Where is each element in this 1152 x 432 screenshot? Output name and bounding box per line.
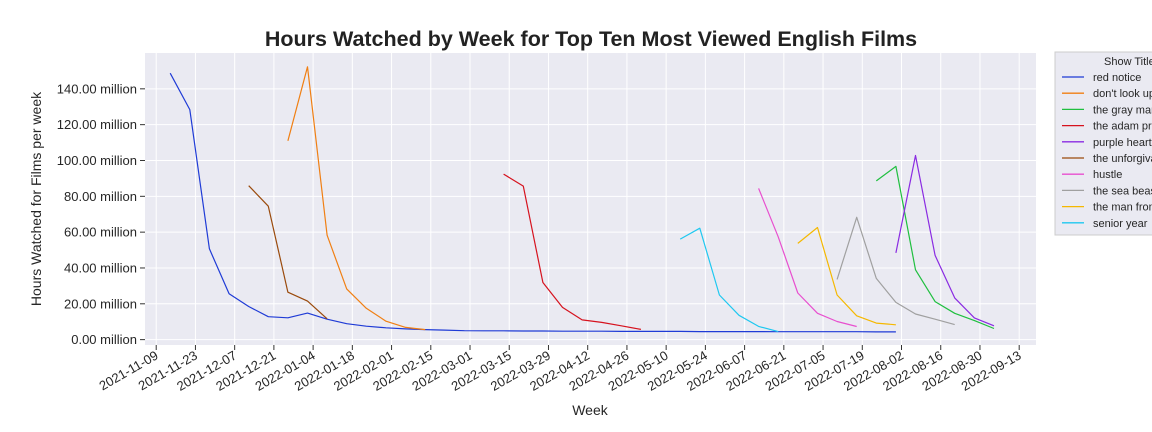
legend-item: red notice bbox=[1062, 72, 1141, 84]
legend-title: Show Title bbox=[1104, 56, 1152, 68]
series-line bbox=[895, 154, 995, 327]
legend-label: senior year bbox=[1093, 218, 1148, 230]
series-line bbox=[169, 72, 896, 333]
y-tick-label: 140.00 million bbox=[57, 81, 137, 96]
legend-item: senior year bbox=[1062, 218, 1148, 230]
series-line bbox=[287, 66, 426, 331]
legend: Show Title red notice don't look up the gr… bbox=[1054, 51, 1152, 236]
grid-lines bbox=[145, 53, 1036, 345]
series-line bbox=[248, 185, 328, 320]
legend-label: the sea beast bbox=[1093, 185, 1152, 197]
y-tick-label: 0.00 million bbox=[71, 332, 137, 347]
series-line bbox=[758, 188, 857, 328]
chart-title: Hours Watched by Week for Top Ten Most V… bbox=[265, 27, 917, 51]
legend-label: don't look up bbox=[1093, 88, 1152, 100]
legend-label: the adam project bbox=[1093, 121, 1152, 133]
legend-box bbox=[1054, 51, 1152, 236]
y-tick-label: 100.00 million bbox=[57, 153, 137, 168]
series-line bbox=[679, 227, 779, 333]
legend-item: hustle bbox=[1062, 169, 1122, 181]
legend-label: the man from toronto bbox=[1093, 202, 1152, 214]
series-line bbox=[875, 165, 995, 330]
series-line bbox=[836, 216, 955, 326]
legend-item: don't look up bbox=[1062, 88, 1152, 100]
y-tick-label: 20.00 million bbox=[64, 296, 137, 311]
data-series bbox=[169, 66, 995, 333]
y-tick-label: 80.00 million bbox=[64, 189, 137, 204]
legend-item: the unforgivable bbox=[1062, 153, 1152, 165]
y-tick-label: 60.00 million bbox=[64, 225, 137, 240]
series-line bbox=[503, 173, 642, 330]
legend-label: the unforgivable bbox=[1093, 153, 1152, 165]
x-axis-label: Week bbox=[572, 402, 609, 418]
legend-item: the sea beast bbox=[1062, 185, 1152, 197]
y-axis: 0.00 million 20.00 million 40.00 million 60… bbox=[57, 81, 145, 347]
legend-item: the adam project bbox=[1062, 121, 1152, 133]
x-axis: 2021-11-092021-11-232021-12-072021-12-21… bbox=[96, 345, 1024, 394]
legend-label: hustle bbox=[1093, 169, 1122, 181]
y-tick-label: 120.00 million bbox=[57, 117, 137, 132]
plot-area bbox=[145, 53, 1036, 345]
legend-label: purple hearts bbox=[1093, 137, 1152, 149]
y-tick-label: 40.00 million bbox=[64, 260, 137, 275]
legend-label: the gray man bbox=[1093, 104, 1152, 116]
legend-item: the gray man bbox=[1062, 104, 1152, 116]
y-axis-label: Hours Watched for Films per week bbox=[28, 91, 44, 306]
legend-item: the man from toronto bbox=[1062, 202, 1152, 214]
legend-item: purple hearts bbox=[1062, 137, 1152, 149]
series-line bbox=[797, 226, 896, 326]
legend-label: red notice bbox=[1093, 72, 1141, 84]
